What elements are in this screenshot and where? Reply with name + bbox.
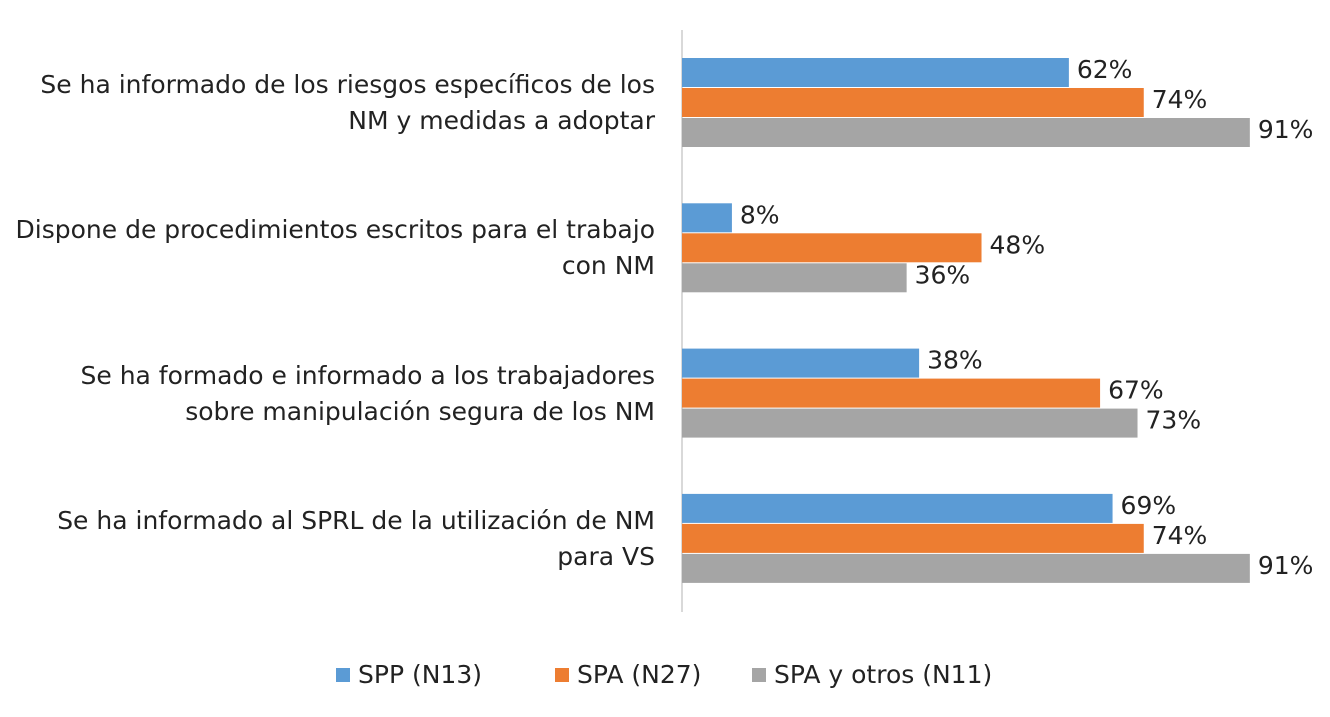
data-label: 73% (1146, 406, 1202, 435)
bar (682, 88, 1144, 117)
bar (682, 118, 1250, 147)
category-label: Se ha formado e informado a los trabajad… (80, 360, 656, 426)
legend-swatch (752, 668, 766, 682)
bar (682, 203, 732, 233)
legend-swatch (336, 668, 350, 682)
bar (682, 378, 1101, 408)
data-label: 62% (1077, 55, 1133, 84)
legend-label: SPP (N13) (358, 660, 482, 689)
bar (682, 263, 907, 293)
data-label: 48% (990, 230, 1046, 259)
legend-swatch (555, 668, 569, 682)
data-label: 38% (927, 346, 983, 375)
bar (682, 523, 1144, 553)
data-label: 67% (1108, 376, 1164, 405)
data-label: 74% (1152, 85, 1208, 114)
bar (682, 233, 982, 263)
data-label: 91% (1258, 115, 1314, 144)
data-label: 69% (1121, 491, 1177, 520)
data-label: 91% (1258, 551, 1314, 580)
data-label: 8% (740, 200, 780, 229)
bar (682, 553, 1250, 583)
bar (682, 58, 1069, 87)
bar (682, 408, 1138, 438)
bar (682, 348, 920, 378)
legend-label: SPA (N27) (577, 660, 701, 689)
category-label: Dispone de procedimientos escritos para … (15, 215, 655, 281)
legend-label: SPA y otros (N11) (774, 660, 992, 689)
category-label: Se ha informado al SPRL de la utilizació… (57, 505, 655, 571)
data-label: 36% (915, 260, 971, 289)
category-label: Se ha informado de los riesgos específic… (40, 70, 655, 135)
bar (682, 493, 1113, 523)
data-label: 74% (1152, 521, 1208, 550)
